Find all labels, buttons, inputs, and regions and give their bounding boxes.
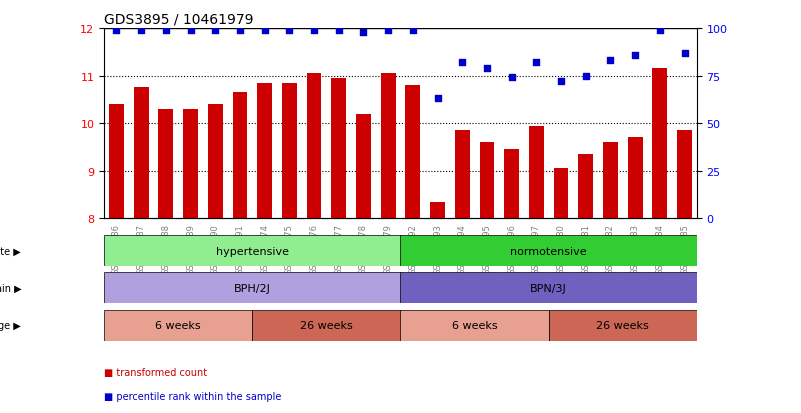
Point <box>110 28 123 34</box>
Text: ■ transformed count: ■ transformed count <box>104 367 207 377</box>
Bar <box>628 138 642 219</box>
Point <box>308 28 320 34</box>
Bar <box>578 155 594 219</box>
Text: GDS3895 / 10461979: GDS3895 / 10461979 <box>104 12 254 26</box>
Bar <box>400 273 697 304</box>
Bar <box>356 114 371 219</box>
Point <box>209 28 222 34</box>
Bar <box>652 69 667 219</box>
Point <box>629 52 642 59</box>
Point <box>505 75 518 82</box>
Point <box>678 50 691 57</box>
Bar <box>183 109 198 219</box>
Bar <box>159 109 173 219</box>
Bar <box>332 79 346 219</box>
Bar <box>455 131 469 219</box>
Point <box>332 28 345 34</box>
Bar <box>104 273 400 304</box>
Bar <box>549 310 697 341</box>
Bar <box>109 105 124 219</box>
Text: strain ▶: strain ▶ <box>0 283 21 293</box>
Point <box>234 28 247 34</box>
Bar <box>208 105 223 219</box>
Text: BPH/2J: BPH/2J <box>234 283 271 293</box>
Point <box>654 28 666 34</box>
Bar <box>307 74 321 219</box>
Bar <box>104 235 400 266</box>
Point <box>382 28 395 34</box>
Text: hypertensive: hypertensive <box>215 246 289 256</box>
Bar <box>134 88 149 219</box>
Bar <box>252 310 400 341</box>
Point <box>184 28 197 34</box>
Bar <box>529 126 544 219</box>
Point <box>406 28 419 34</box>
Bar <box>480 143 494 219</box>
Bar <box>405 86 421 219</box>
Bar <box>400 310 549 341</box>
Point <box>554 79 567 85</box>
Text: normotensive: normotensive <box>510 246 587 256</box>
Point <box>481 66 493 72</box>
Text: 26 weeks: 26 weeks <box>300 320 352 330</box>
Bar <box>430 202 445 219</box>
Text: 6 weeks: 6 weeks <box>452 320 497 330</box>
Text: 6 weeks: 6 weeks <box>155 320 201 330</box>
Point <box>159 28 172 34</box>
Bar <box>603 143 618 219</box>
Text: 26 weeks: 26 weeks <box>597 320 649 330</box>
Bar <box>400 235 697 266</box>
Point <box>530 60 543 66</box>
Bar <box>677 131 692 219</box>
Point <box>283 28 296 34</box>
Text: BPN/3J: BPN/3J <box>530 283 567 293</box>
Point <box>431 96 444 102</box>
Point <box>604 58 617 64</box>
Text: disease state ▶: disease state ▶ <box>0 246 21 256</box>
Point <box>579 73 592 80</box>
Bar <box>257 83 272 219</box>
Point <box>456 60 469 66</box>
Bar <box>104 310 252 341</box>
Bar <box>232 93 248 219</box>
Text: ■ percentile rank within the sample: ■ percentile rank within the sample <box>104 392 281 401</box>
Point <box>135 28 147 34</box>
Point <box>357 29 370 36</box>
Bar <box>282 83 296 219</box>
Bar <box>553 169 569 219</box>
Bar <box>380 74 396 219</box>
Point <box>258 28 271 34</box>
Text: age ▶: age ▶ <box>0 320 21 330</box>
Bar <box>505 150 519 219</box>
